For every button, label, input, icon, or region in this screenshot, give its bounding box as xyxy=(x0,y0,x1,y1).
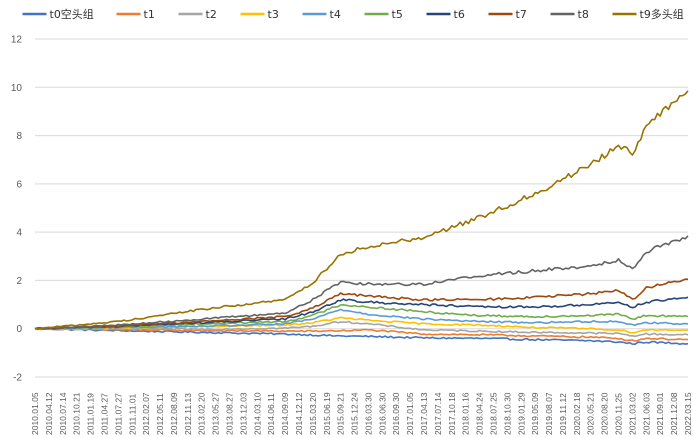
x-tick-label: 2019.05.09 xyxy=(530,392,540,435)
x-tick-label: 2011.07.27 xyxy=(113,393,123,435)
x-tick-label: 2018.01.16 xyxy=(461,392,471,435)
x-axis: 2010.01.05 2010.04.12 2010.07.14 2010.10.21… xyxy=(30,392,693,435)
x-tick-label: 2016.03.30 xyxy=(363,392,373,435)
legend-label: t4 xyxy=(330,8,341,21)
series-line xyxy=(34,327,689,346)
series-line xyxy=(34,235,689,331)
x-tick-label: 2020.05.21 xyxy=(586,392,596,435)
x-tick-label: 2018.04.24 xyxy=(475,392,485,435)
x-tick-label: 2015.06.19 xyxy=(322,392,332,435)
y-tick-label: -2 xyxy=(13,373,22,384)
y-tick-label: 4 xyxy=(16,228,22,239)
series-line xyxy=(34,327,689,342)
x-tick-label: 2019.11.12 xyxy=(558,393,568,435)
x-tick-label: 2018.10.30 xyxy=(502,392,512,435)
x-tick-label: 2013.02.20 xyxy=(197,392,207,435)
legend-label: t3 xyxy=(268,8,279,21)
x-tick-label: 2021.09.01 xyxy=(655,392,665,435)
y-tick-label: 0 xyxy=(16,324,22,335)
x-tick-label: 2016.06.30 xyxy=(377,392,387,435)
series-line xyxy=(34,278,688,330)
y-tick-label: 2 xyxy=(16,276,22,287)
legend-label: t9多头组 xyxy=(640,7,684,21)
x-tick-label: 2017.01.05 xyxy=(405,392,415,435)
x-tick-label: 2021.03.02 xyxy=(627,392,637,435)
x-tick-label: 2015.09.21 xyxy=(336,392,346,435)
x-tick-label: 2017.04.13 xyxy=(419,392,429,435)
legend-label: t1 xyxy=(144,8,155,21)
y-tick-label: 8 xyxy=(16,131,22,142)
x-tick-label: 2012.02.07 xyxy=(141,392,151,435)
x-tick-label: 2021.12.08 xyxy=(669,392,679,435)
x-tick-label: 2016.09.30 xyxy=(391,392,401,435)
x-tick-label: 2014.06.11 xyxy=(266,393,276,435)
legend-label: t6 xyxy=(454,8,465,21)
x-tick-label: 2014.03.10 xyxy=(252,392,262,435)
x-tick-label: 2014.12.12 xyxy=(294,392,304,435)
legend-label: t7 xyxy=(516,8,527,21)
x-tick-label: 2017.10.18 xyxy=(447,392,457,435)
x-tick-label: 2019.01.29 xyxy=(516,392,526,435)
legend-label: t5 xyxy=(392,8,403,21)
x-tick-label: 2011.11.01 xyxy=(127,393,137,435)
series-lines xyxy=(34,90,689,346)
series-line xyxy=(34,308,689,330)
x-tick-label: 2017.07.14 xyxy=(433,392,443,435)
x-tick-label: 2012.11.13 xyxy=(183,393,193,435)
legend-label: t0空头组 xyxy=(50,7,94,21)
x-tick-label: 2012.05.11 xyxy=(155,393,165,435)
x-tick-label: 2015.12.24 xyxy=(350,392,360,435)
x-tick-label: 2010.04.12 xyxy=(44,392,54,435)
x-tick-label: 2018.07.25 xyxy=(488,392,498,435)
x-tick-label: 2010.07.14 xyxy=(58,392,68,435)
x-tick-label: 2020.08.20 xyxy=(600,392,610,435)
x-tick-label: 2014.09.09 xyxy=(280,392,290,435)
x-tick-label: 2015.03.20 xyxy=(308,392,318,435)
x-tick-label: 2011.01.19 xyxy=(86,393,96,435)
x-tick-label: 2010.01.05 xyxy=(30,392,40,435)
x-tick-label: 2012.08.09 xyxy=(169,392,179,435)
x-tick-label: 2020.02.18 xyxy=(572,392,582,435)
legend-label: t2 xyxy=(206,8,217,21)
x-tick-label: 2019.08.07 xyxy=(544,392,554,435)
y-tick-label: 12 xyxy=(11,35,23,46)
legend: t0空头组 t1 t2 t3 t4 t5 t6 t7 t8 t9多头组 xyxy=(22,7,684,21)
legend-label: t8 xyxy=(578,8,589,21)
x-tick-label: 2013.08.27 xyxy=(225,392,235,435)
x-tick-label: 2013.05.27 xyxy=(211,392,221,435)
x-tick-label: 2021.06.03 xyxy=(641,392,651,435)
x-tick-label: 2020.11.25 xyxy=(614,393,624,435)
series-line xyxy=(34,304,689,330)
y-axis: -2 0 2 4 6 8 10 12 xyxy=(11,35,23,384)
y-tick-label: 6 xyxy=(16,179,22,190)
x-tick-label: 2013.12.03 xyxy=(238,392,248,435)
x-tick-label: 2022.03.15 xyxy=(683,392,693,435)
y-tick-label: 10 xyxy=(11,83,23,94)
x-tick-label: 2011.04.27 xyxy=(99,393,109,435)
x-tick-label: 2010.10.21 xyxy=(72,392,82,435)
series-line xyxy=(34,90,689,330)
series-line xyxy=(34,296,689,330)
